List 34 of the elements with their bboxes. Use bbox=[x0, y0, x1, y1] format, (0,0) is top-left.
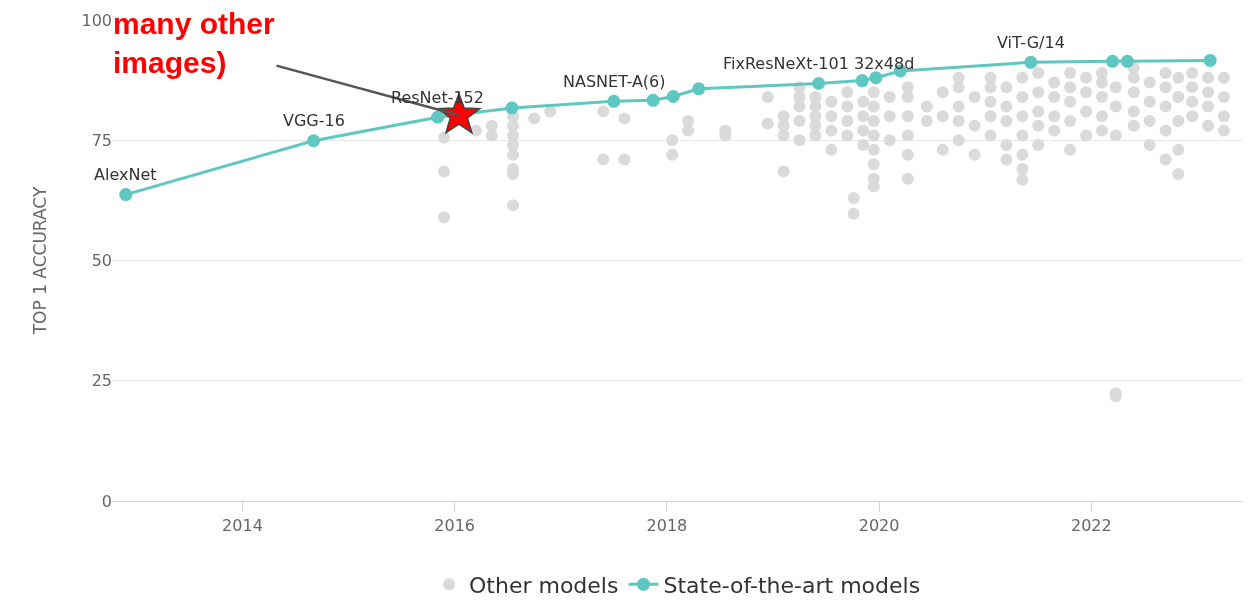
point bbox=[869, 71, 883, 85]
y-tick-label: 25 bbox=[91, 371, 112, 391]
y-axis-title: TOP 1 ACCURACY bbox=[30, 186, 50, 336]
annotation: AlexNet bbox=[94, 165, 157, 184]
x-tick-label: 2020 bbox=[858, 516, 900, 536]
annotation: many other images) bbox=[113, 7, 276, 79]
x-tick-label: 2022 bbox=[1070, 516, 1112, 536]
y-tick-label: 0 bbox=[101, 491, 112, 511]
point bbox=[505, 101, 519, 115]
point bbox=[855, 74, 869, 88]
annotation: VGG-16 bbox=[283, 111, 345, 130]
point bbox=[1203, 53, 1217, 67]
point bbox=[307, 134, 321, 148]
y-tick-label: 50 bbox=[91, 251, 112, 271]
y-tick-label: 100 bbox=[81, 10, 112, 30]
x-tick-label: 2016 bbox=[434, 516, 476, 536]
point bbox=[666, 89, 680, 103]
annotation: ViT-G/14 bbox=[997, 33, 1065, 52]
x-tick-label: 2014 bbox=[222, 516, 263, 536]
point bbox=[1106, 54, 1120, 68]
annotation: FixResNeXt-101 32x48d bbox=[723, 54, 915, 73]
point bbox=[646, 93, 660, 107]
legend-label: Other models bbox=[469, 572, 619, 598]
point bbox=[1024, 55, 1038, 69]
point bbox=[1120, 54, 1134, 68]
point bbox=[812, 76, 826, 90]
point bbox=[692, 82, 706, 96]
legend-label: State-of-the-art models bbox=[663, 572, 921, 598]
point bbox=[431, 110, 445, 124]
point bbox=[119, 188, 133, 202]
x-tick-label: 2018 bbox=[646, 516, 688, 536]
annotation: NASNET-A(6) bbox=[563, 72, 666, 91]
y-tick-label: 75 bbox=[91, 130, 112, 150]
point bbox=[607, 94, 621, 108]
